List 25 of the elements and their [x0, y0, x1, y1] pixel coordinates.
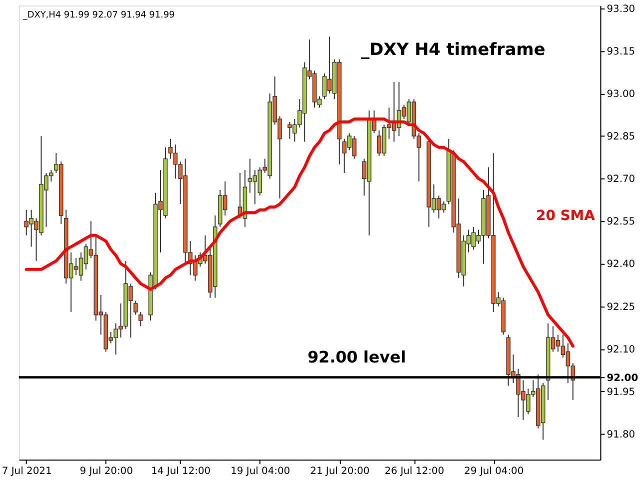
- annotation: _DXY,H4 91.99 92.07 91.94 91.99: [22, 10, 176, 20]
- y-tick-label: 92.25: [606, 302, 636, 313]
- x-tick-label: 14 Jul 12:00: [151, 466, 211, 478]
- y-tick-label: 93.15: [606, 46, 636, 58]
- candlestick: [134, 300, 138, 316]
- y-tick-label: 92.55: [606, 216, 636, 228]
- annotation: _DXY H4 timeframe: [361, 39, 546, 60]
- y-tick-label: 92.85: [606, 132, 636, 143]
- text: 20 SMA: [536, 208, 596, 224]
- x-tick-label: 29 Jul 04:00: [464, 466, 524, 478]
- x-tick-label: 26 Jul 12:00: [384, 466, 444, 478]
- y-tick-label: 91.80: [606, 430, 636, 441]
- ref-line-label: 92.00 level: [307, 347, 406, 366]
- x-tick-label: 21 Jul 20:00: [310, 466, 370, 478]
- y-tick-label: 93.30: [606, 4, 636, 15]
- x-tick-label: 7 Jul 2021: [2, 466, 52, 478]
- candlestick: [138, 312, 143, 327]
- y-tick-label: 92.40: [606, 259, 636, 270]
- y-tick-label: 92.70: [606, 174, 636, 186]
- y-tick-label: 93.00: [606, 88, 636, 100]
- x-tick-label: 9 Jul 20:00: [80, 466, 133, 478]
- y-tick-label: 91.95: [606, 386, 636, 398]
- x-tick-label: 19 Jul 04:00: [230, 466, 290, 478]
- y-tick-label: 92.10: [606, 344, 636, 356]
- y-tick-label: 92.00: [606, 372, 638, 384]
